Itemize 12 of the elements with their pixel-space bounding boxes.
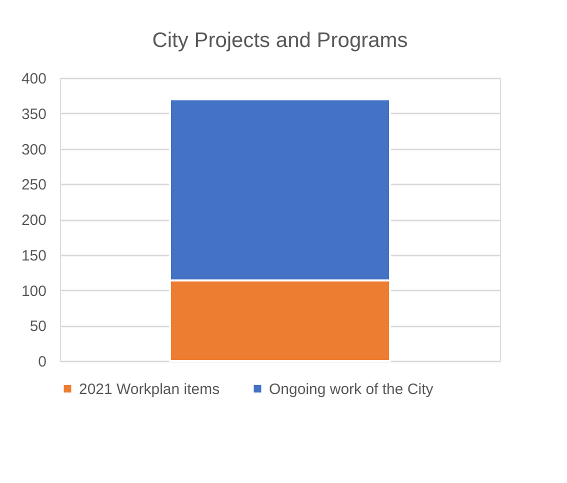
chart-title: City Projects and Programs (152, 29, 408, 52)
y-tick-label: 400 (21, 70, 46, 88)
y-tick-label: 50 (30, 318, 46, 336)
y-tick-label: 0 (38, 354, 46, 370)
y-tick-label: 250 (21, 176, 46, 194)
legend-label: 2021 Workplan items (79, 380, 220, 398)
y-tick-label: 100 (21, 282, 46, 300)
y-tick-label: 150 (21, 247, 46, 264)
y-tick-label: 200 (21, 212, 46, 229)
legend-label: Ongoing work of the City (269, 380, 434, 398)
y-tick-label: 350 (21, 106, 46, 123)
y-tick-label: 300 (21, 141, 46, 158)
